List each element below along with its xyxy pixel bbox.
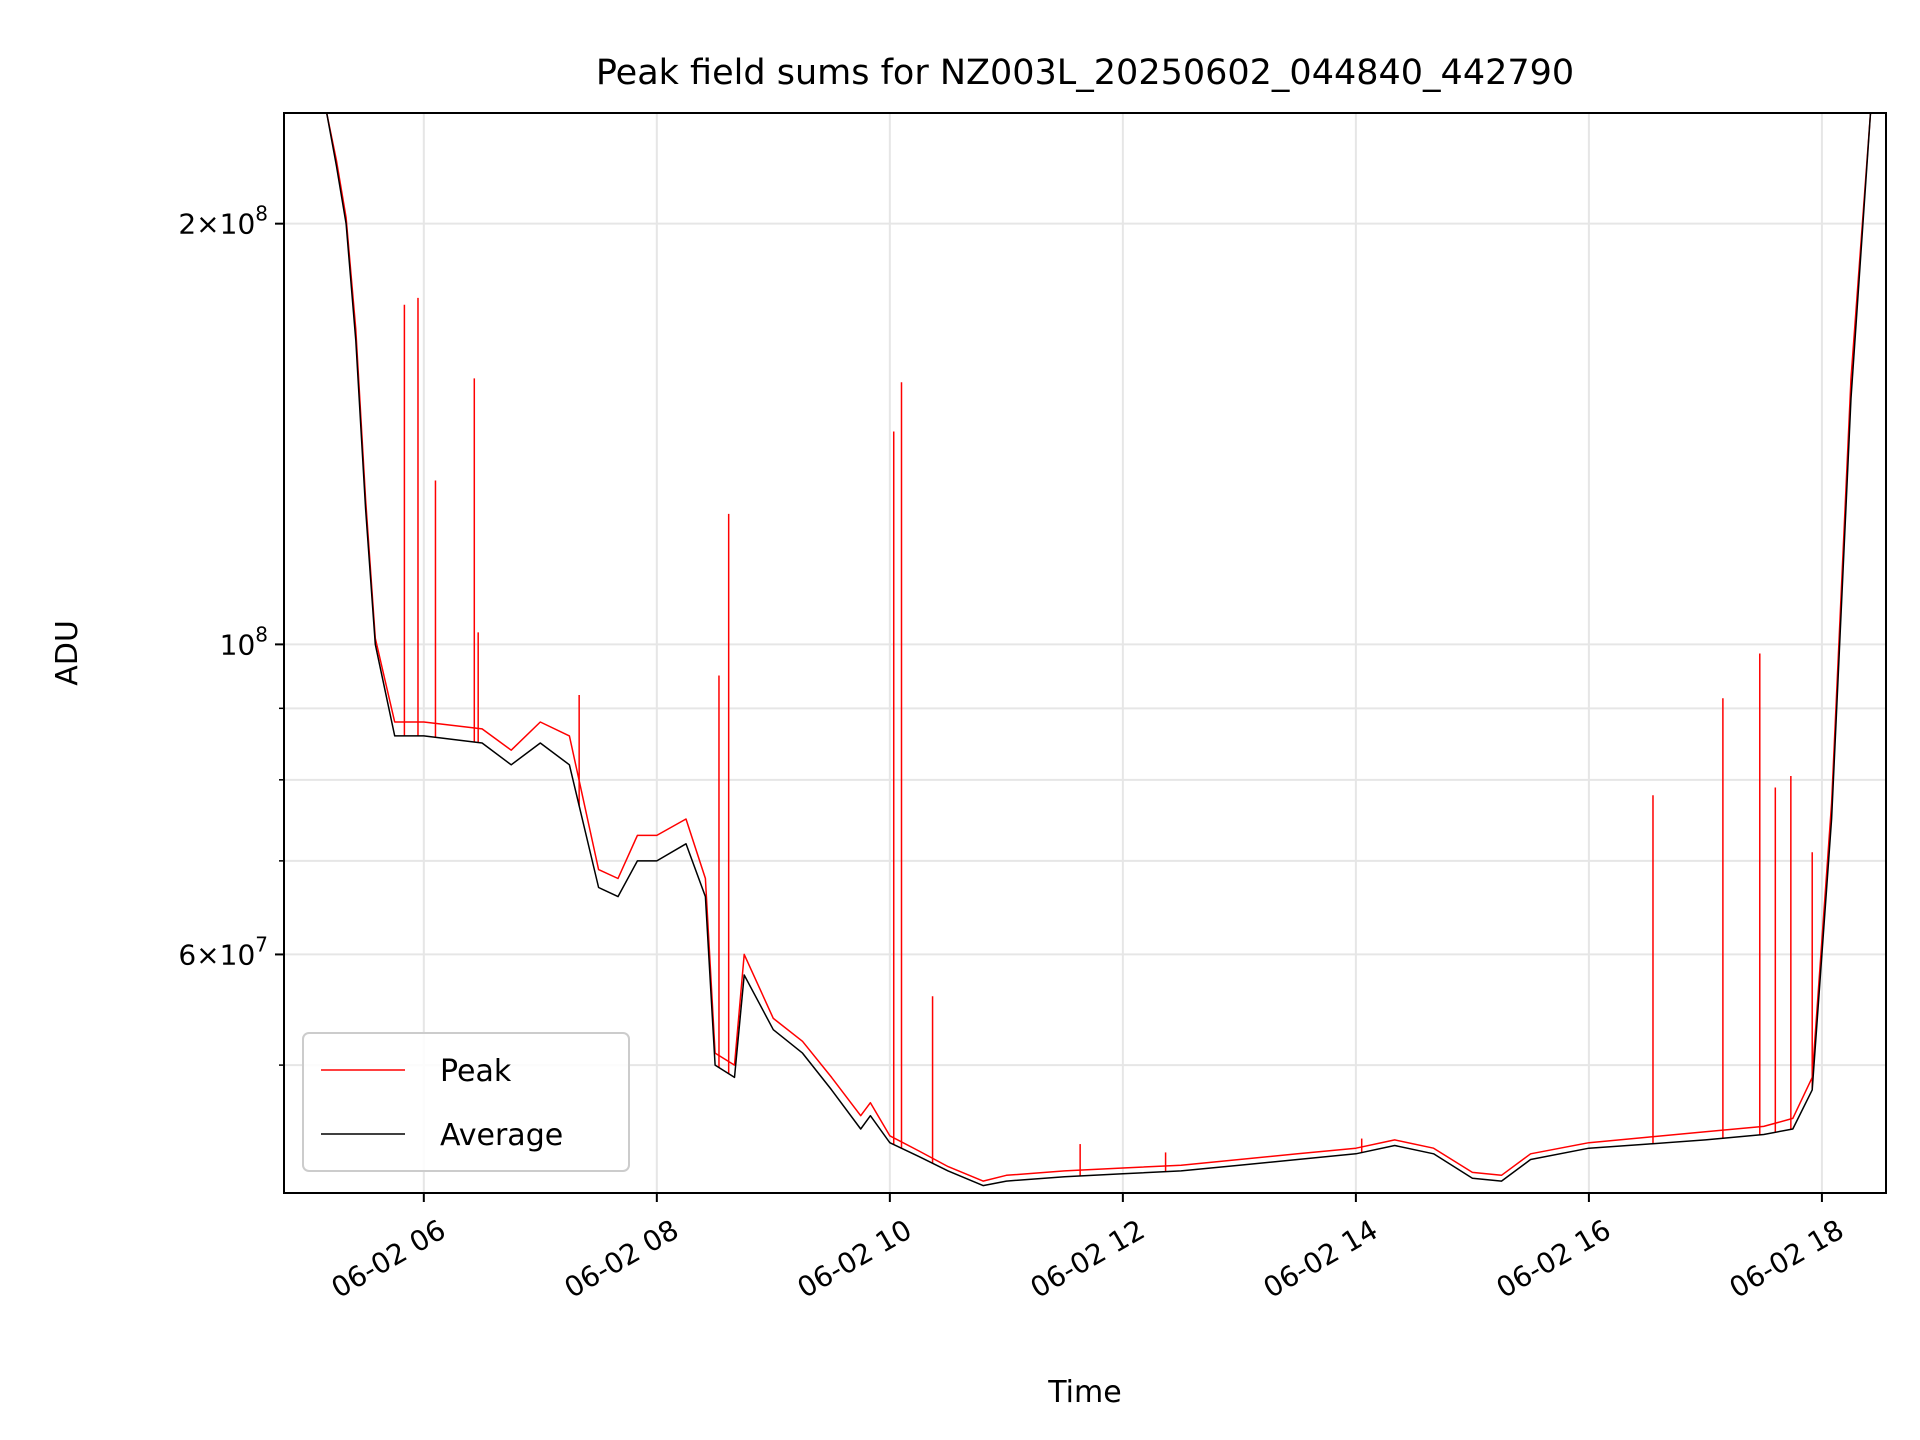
chart-title: Peak field sums for NZ003L_20250602_0448…	[596, 53, 1574, 93]
x-axis-label: Time	[1047, 1375, 1121, 1410]
x-tick-label: 06-02 16	[1491, 1213, 1617, 1305]
x-tick-label: 06-02 14	[1258, 1213, 1384, 1305]
y-axis-label: ADU	[50, 620, 85, 686]
legend-label-peak: Peak	[440, 1054, 512, 1089]
x-tick-label: 06-02 12	[1025, 1213, 1151, 1305]
series-lines	[284, 112, 1886, 1187]
x-tick-label: 06-02 10	[792, 1213, 918, 1305]
x-tick-label: 06-02 06	[326, 1213, 452, 1305]
y-tick-label: 2×108	[178, 202, 268, 241]
legend: Peak Average	[302, 1032, 630, 1172]
y-tick-label: 6×107	[178, 932, 268, 971]
series-average-line	[284, 112, 1886, 1187]
x-tick-label: 06-02 08	[559, 1213, 685, 1305]
legend-box	[302, 1032, 630, 1172]
y-tick-label: 108	[220, 622, 268, 661]
legend-label-average: Average	[440, 1118, 563, 1153]
plot-frame	[283, 112, 1887, 1194]
grid	[284, 113, 1886, 1193]
series-peak-line	[284, 112, 1886, 1182]
x-tick-label: 06-02 18	[1724, 1213, 1850, 1305]
